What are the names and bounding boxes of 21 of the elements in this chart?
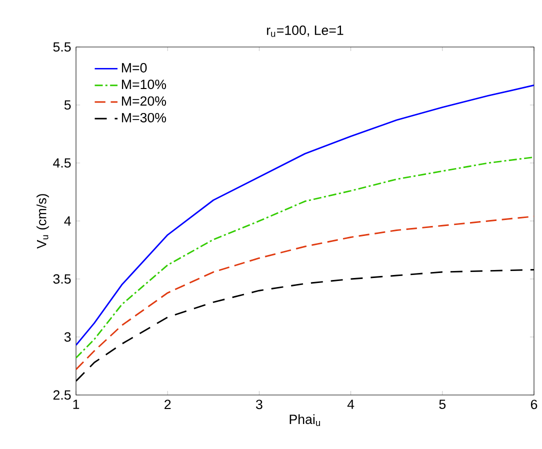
x-tick-label: 5: [439, 400, 446, 409]
y-tick-label: 3: [64, 332, 71, 342]
x-tick-label: 6: [530, 400, 538, 410]
y-tick-label: 4: [64, 216, 71, 226]
legend-label: M=20%: [122, 96, 166, 106]
x-tick-label: 1: [73, 400, 80, 409]
y-axis-title: V$_{u}$ (cm/s): [36, 194, 49, 249]
legend-label: M=0: [122, 63, 147, 72]
x-tick-label: 4: [347, 400, 354, 409]
line-series: [76, 156, 534, 359]
legend-label: M=10%: [122, 80, 166, 90]
y-tick-label: 5: [64, 100, 71, 110]
x-tick-label: 2: [164, 400, 171, 410]
y-tick-label: 5.5: [53, 42, 71, 52]
chart-title: r$_{u}$=100, Le=1: [266, 26, 344, 37]
y-tick-label: 3.5: [53, 274, 71, 284]
legend-label: M=30%: [122, 112, 166, 122]
y-tick-label: 4.5: [53, 158, 71, 168]
x-tick-label: 3: [256, 400, 262, 410]
x-axis-title: Phai$_{u}$: [290, 414, 320, 426]
y-tick-label: 2.5: [53, 390, 71, 400]
